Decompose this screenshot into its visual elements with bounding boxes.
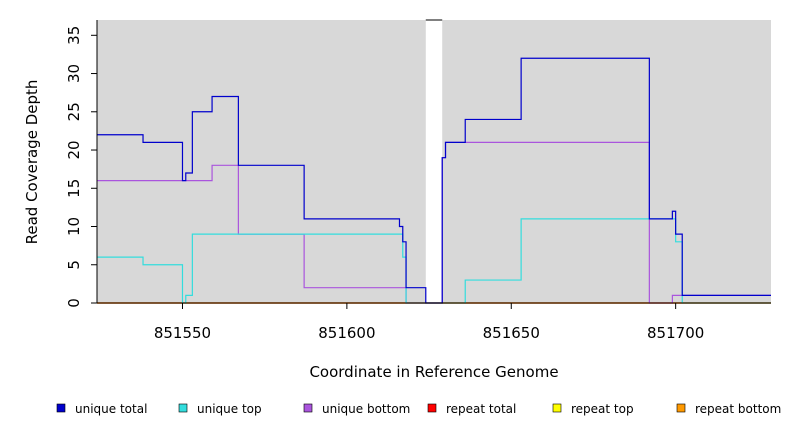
- legend-swatch: [676, 403, 686, 413]
- legend-label: repeat total: [446, 402, 516, 416]
- legend-item-repeat-total: repeat total: [427, 402, 516, 416]
- legend-item-repeat-bottom: repeat bottom: [676, 402, 781, 416]
- legend-label: repeat top: [571, 402, 634, 416]
- legend-swatch: [56, 403, 66, 413]
- y-tick-label: 35: [65, 26, 83, 45]
- plot-area: [97, 20, 771, 303]
- y-tick-label: 25: [65, 102, 83, 121]
- x-tick-label: 851550: [154, 324, 211, 342]
- series-line-unique-total: [97, 57, 771, 304]
- legend-label: unique bottom: [322, 402, 410, 416]
- legend-swatch: [552, 403, 562, 413]
- legend-label: unique total: [75, 402, 147, 416]
- legend-swatch: [427, 403, 437, 413]
- legend-item-unique-top: unique top: [178, 402, 262, 416]
- x-tick-label: 851650: [483, 324, 540, 342]
- y-tick-label: 30: [65, 64, 83, 83]
- plot-panel-left: [97, 20, 426, 303]
- y-tick-label: 15: [65, 179, 83, 198]
- legend-label: unique top: [197, 402, 262, 416]
- x-axis-title: Coordinate in Reference Genome: [309, 363, 558, 381]
- x-tick-label: 851600: [318, 324, 375, 342]
- plot-panel-right: [442, 20, 771, 303]
- legend-item-unique-total: unique total: [56, 402, 147, 416]
- y-tick-label: 20: [65, 140, 83, 159]
- y-tick-label: 0: [65, 298, 83, 308]
- y-tick-label: 10: [65, 217, 83, 236]
- legend-item-unique-bottom: unique bottom: [303, 402, 410, 416]
- legend-swatch: [178, 403, 188, 413]
- y-axis-title: Read Coverage Depth: [23, 80, 41, 245]
- legend: unique total unique top unique bottom repea…: [56, 402, 781, 416]
- legend-label: repeat bottom: [695, 402, 781, 416]
- y-tick-label: 5: [65, 260, 83, 270]
- legend-item-repeat-top: repeat top: [552, 402, 634, 416]
- legend-swatch: [303, 403, 313, 413]
- x-tick-label: 851700: [647, 324, 704, 342]
- axes: 0 5 10 15 20 25 30 35 851550 851600 851650 851700: [65, 19, 771, 342]
